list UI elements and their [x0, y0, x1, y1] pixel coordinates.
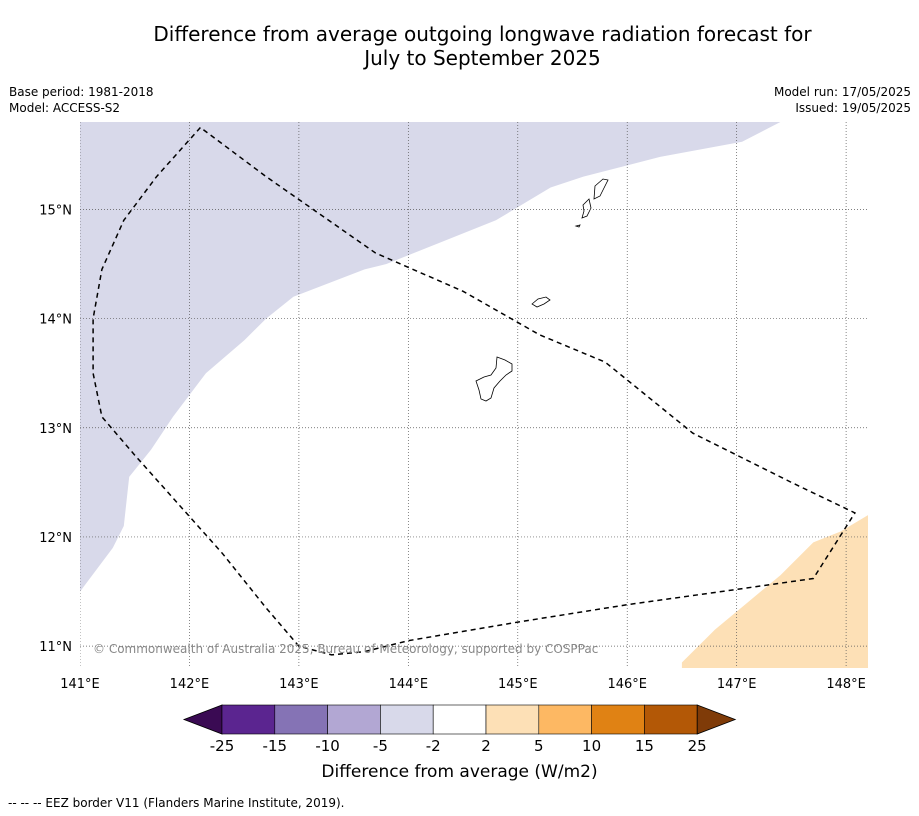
map-plot-area: © Commonwealth of Australia 2025, Bureau… [80, 122, 868, 668]
lon-tick-label: 145°E [498, 677, 538, 692]
colorbar-segment [644, 704, 698, 735]
colorbar-tick-label: -5 [373, 737, 388, 755]
meta-right: Model run: 17/05/2025 Issued: 19/05/2025 [774, 84, 911, 116]
aguijan-islet [574, 224, 581, 228]
tinian-island [581, 198, 592, 219]
colorbar-segment [591, 704, 645, 735]
lon-tick-label: 144°E [389, 677, 429, 692]
title-line-2: July to September 2025 [364, 46, 601, 70]
copyright-notice: © Commonwealth of Australia 2025, Bureau… [93, 642, 598, 656]
colorbar-tick-label: 2 [481, 737, 491, 755]
lon-tick-label: 148°E [826, 677, 866, 692]
colorbar-label: Difference from average (W/m2) [321, 762, 598, 782]
lat-tick-label: 13°N [39, 422, 72, 437]
base-period: Base period: 1981-2018 [9, 85, 154, 99]
colorbar-segment [327, 704, 381, 735]
colorbar-segment [274, 704, 328, 735]
colorbar-tick-label: 15 [635, 737, 654, 755]
colorbar-segment [432, 704, 487, 735]
map-title: Difference from average outgoing longwav… [60, 22, 905, 70]
colorbar-segment [538, 704, 592, 735]
colorbar-segment [221, 704, 276, 735]
colorbar: -25 -15 -10 -5 -2 2 5 10 15 25 [182, 704, 737, 755]
guam-island [475, 356, 513, 402]
eez-border-line [92, 126, 856, 656]
title-line-1: Difference from average outgoing longwav… [153, 22, 812, 46]
colorbar-tick-label: -2 [426, 737, 441, 755]
colorbar-extend-low [182, 704, 223, 735]
colorbar-segment [485, 704, 540, 735]
saipan-island [593, 178, 609, 200]
colorbar-tick-label: 10 [582, 737, 601, 755]
rota-island [531, 296, 551, 308]
colorbar-extend-high [696, 704, 737, 735]
colorbar-tick-label: 25 [688, 737, 707, 755]
colorbar-tick-label: 5 [534, 737, 544, 755]
colorbar-tick-label: -15 [263, 737, 288, 755]
lat-tick-label: 11°N [39, 640, 72, 655]
model-name: Model: ACCESS-S2 [9, 101, 121, 115]
lon-tick-label: 146°E [607, 677, 647, 692]
colorbar-segment [380, 704, 434, 735]
lat-tick-label: 14°N [39, 313, 72, 328]
lat-tick-label: 12°N [39, 531, 72, 546]
colorbar-tick-label: -10 [315, 737, 340, 755]
anomaly-region-0 [80, 122, 781, 592]
anomaly-region-1 [681, 515, 868, 668]
lat-tick-label: 15°N [39, 203, 72, 218]
axis-ticks: 141°E 142°E 143°E 144°E 145°E 146°E 147°E 148°E… [39, 203, 866, 692]
model-run: Model run: 17/05/2025 [773, 85, 911, 99]
lon-tick-label: 141°E [60, 677, 100, 692]
colorbar-tick-label: -25 [210, 737, 235, 755]
lon-tick-label: 143°E [279, 677, 319, 692]
footnote: -- -- -- EEZ border V11 (Flanders Marine… [8, 796, 345, 810]
lon-tick-label: 147°E [717, 677, 757, 692]
lon-tick-label: 142°E [170, 677, 210, 692]
issued-date: Issued: 19/05/2025 [795, 101, 911, 115]
meta-left: Base period: 1981-2018 Model: ACCESS-S2 [9, 84, 154, 116]
